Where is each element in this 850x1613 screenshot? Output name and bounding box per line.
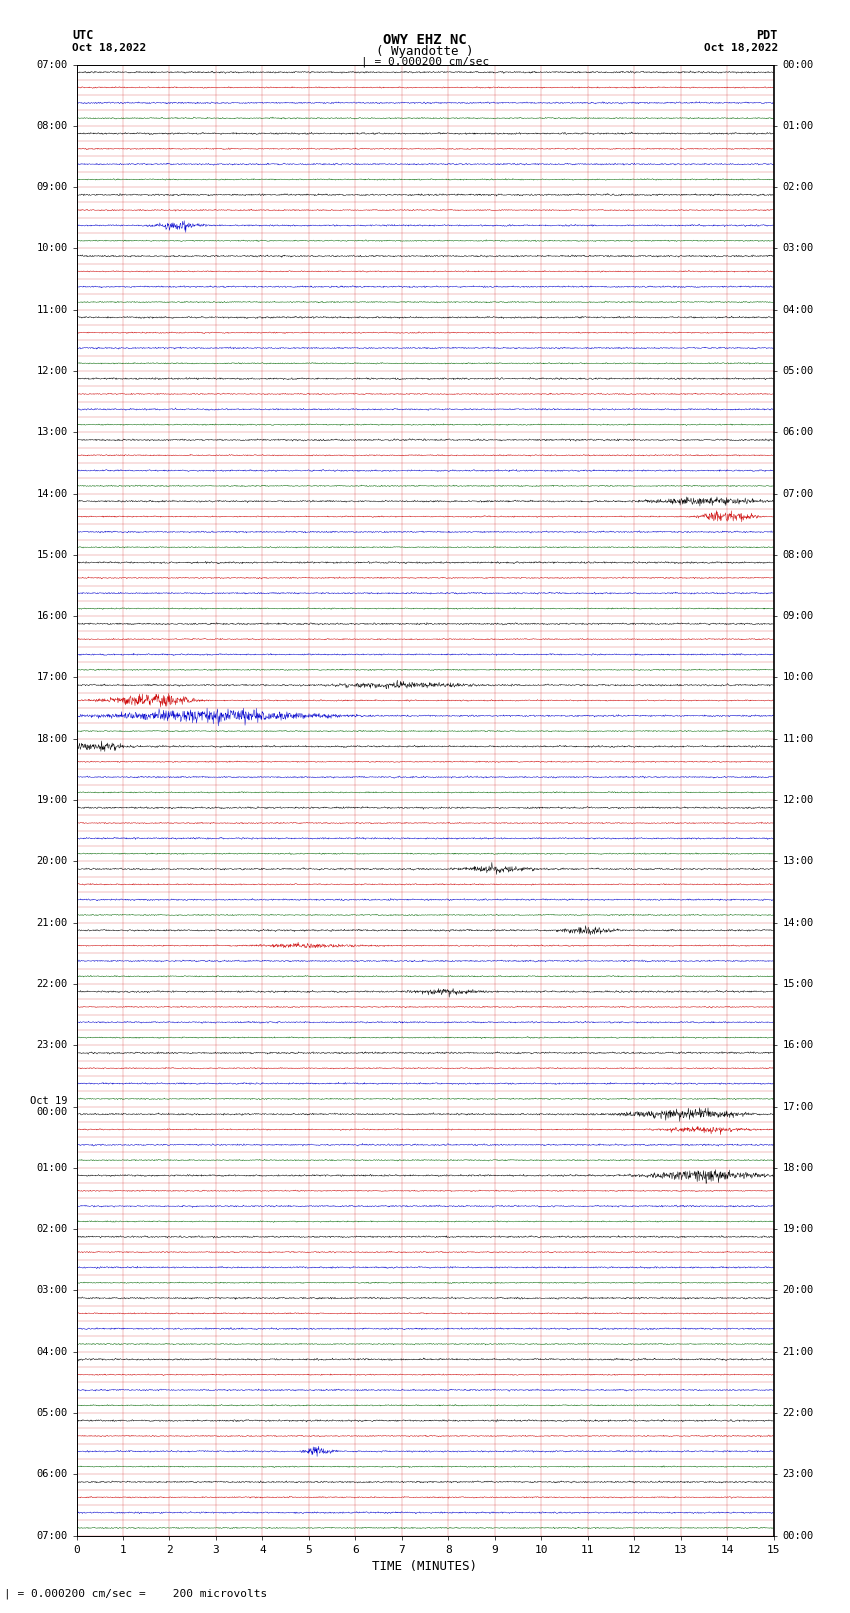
Text: PDT: PDT xyxy=(756,29,778,42)
Text: Oct 18,2022: Oct 18,2022 xyxy=(72,44,146,53)
Text: OWY EHZ NC: OWY EHZ NC xyxy=(383,34,467,47)
Text: | = 0.000200 cm/sec: | = 0.000200 cm/sec xyxy=(361,56,489,66)
Text: UTC: UTC xyxy=(72,29,94,42)
Text: ( Wyandotte ): ( Wyandotte ) xyxy=(377,45,473,58)
Text: Oct 18,2022: Oct 18,2022 xyxy=(704,44,778,53)
Text: | = 0.000200 cm/sec =    200 microvolts: | = 0.000200 cm/sec = 200 microvolts xyxy=(4,1589,268,1598)
X-axis label: TIME (MINUTES): TIME (MINUTES) xyxy=(372,1560,478,1573)
